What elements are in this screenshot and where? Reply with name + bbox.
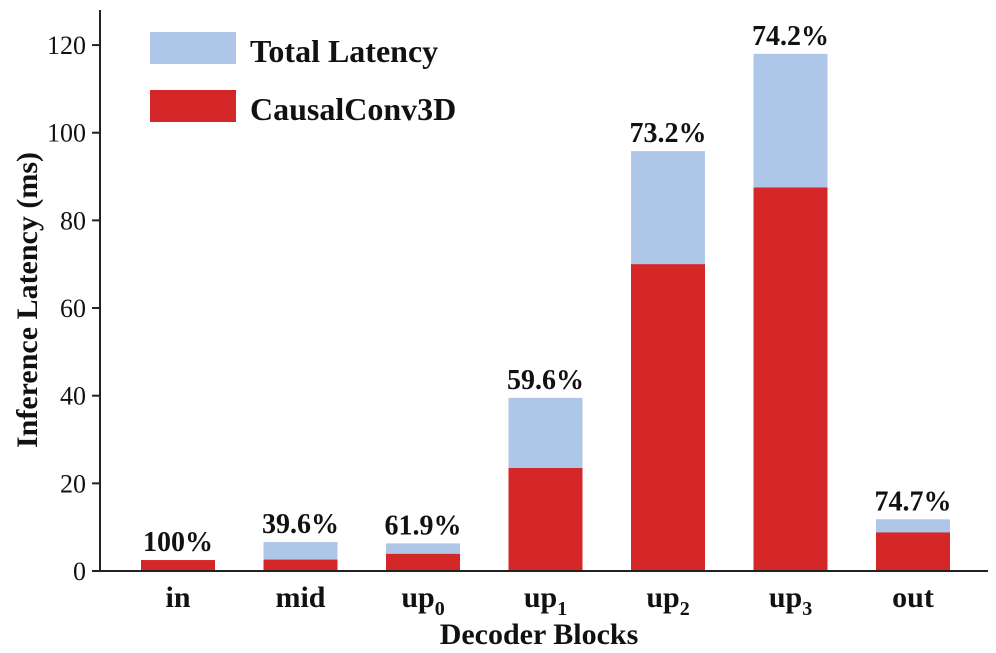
y-tick-label: 80 [60, 206, 86, 235]
percent-label: 61.9% [385, 510, 462, 541]
bar-causalconv3d [386, 553, 460, 571]
percent-label: 59.6% [507, 365, 584, 396]
x-tick-label: in [165, 581, 190, 614]
percent-label: 73.2% [630, 118, 707, 149]
y-tick-label: 40 [60, 382, 86, 411]
bar-causalconv3d [753, 187, 828, 571]
percent-label: 74.7% [875, 486, 952, 517]
y-axis: 0 20 40 60 80 100 120 [47, 10, 101, 586]
bars-group [141, 53, 950, 571]
bar-causalconv3d [508, 468, 583, 571]
y-tick-label: 0 [73, 557, 86, 586]
x-tick-label: mid [275, 581, 325, 614]
percent-label: 74.2% [752, 21, 829, 52]
y-tick-label: 60 [60, 294, 86, 323]
bar-causalconv3d [263, 559, 338, 571]
legend-label: CausalConv3D [250, 91, 456, 127]
bar-causalconv3d [876, 532, 950, 571]
bar-causalconv3d [631, 264, 705, 571]
legend: Total Latency CausalConv3D [150, 32, 456, 127]
category-labels-group: in mid up0 up1 up2 up3 out [165, 581, 933, 620]
x-tick-label: up1 [524, 581, 567, 620]
y-tick-label: 100 [47, 119, 86, 148]
legend-swatch-total-latency [150, 32, 236, 64]
bar-causalconv3d [141, 560, 215, 571]
x-tick-label: up0 [401, 581, 444, 620]
x-tick-label: up2 [646, 581, 689, 620]
x-tick-label: up3 [769, 581, 812, 620]
y-tick-label: 120 [47, 31, 86, 60]
x-axis-title: Decoder Blocks [440, 618, 639, 651]
percent-label: 100% [143, 527, 213, 558]
y-axis-title: Inference Latency (ms) [11, 152, 44, 448]
x-tick-label: out [892, 581, 934, 614]
legend-swatch-causalconv3d [150, 90, 236, 122]
y-tick-label: 20 [60, 469, 86, 498]
percent-labels-group: 100% 39.6% 61.9% 59.6% 73.2% 74.2% 74.7% [143, 21, 952, 558]
legend-label: Total Latency [250, 33, 438, 69]
percent-label: 39.6% [262, 509, 339, 540]
